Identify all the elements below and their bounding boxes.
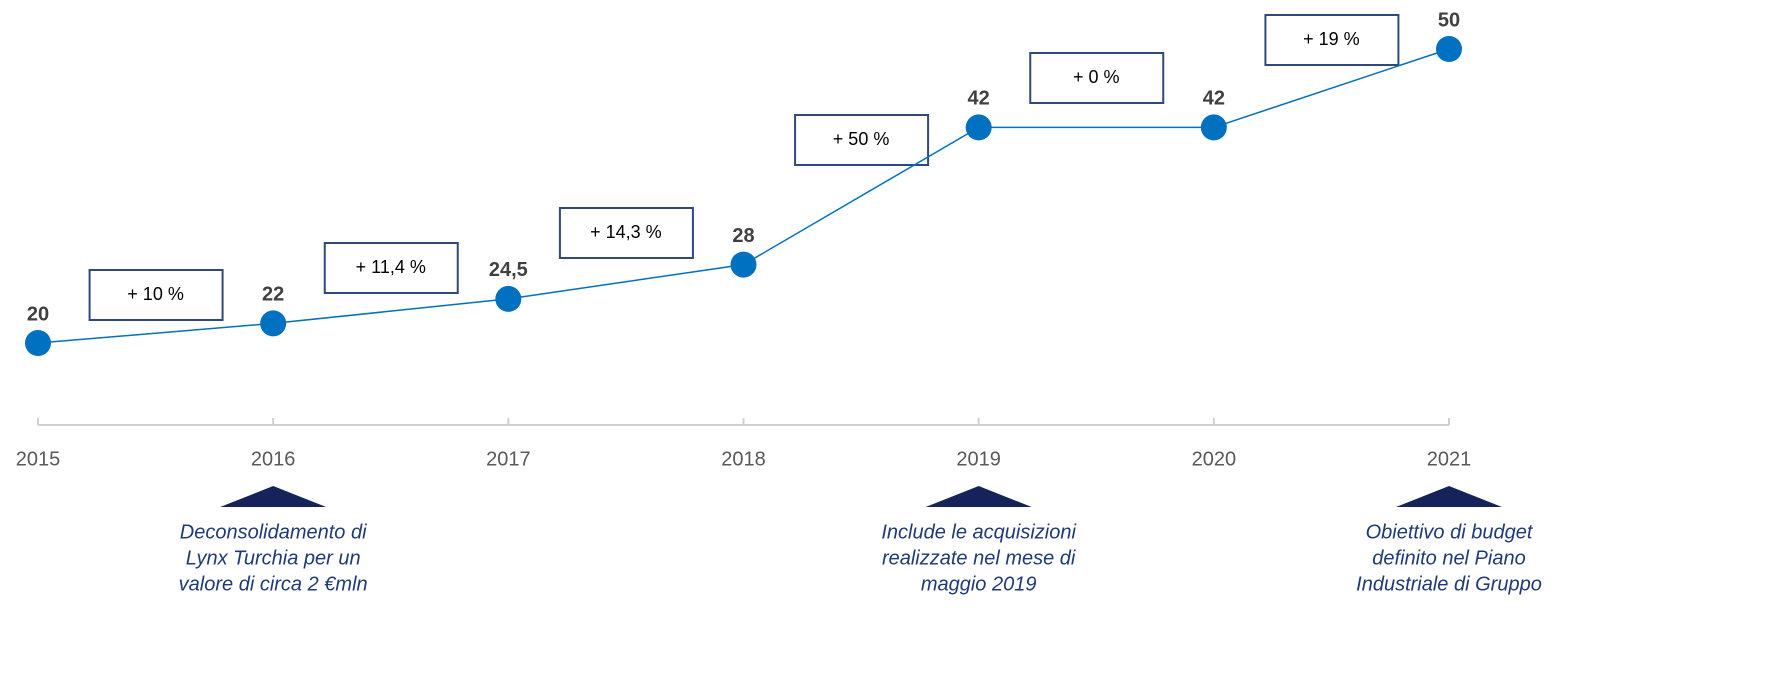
growth-label: + 19 %: [1303, 29, 1360, 49]
x-tick-label: 2017: [486, 448, 531, 470]
x-tick-label: 2018: [721, 448, 766, 470]
data-label: 50: [1438, 9, 1460, 31]
growth-label: + 50 %: [833, 129, 890, 149]
growth-label: + 11,4 %: [356, 257, 426, 277]
point: [1200, 114, 1227, 141]
note-text: Include le acquisizioni: [881, 521, 1076, 543]
note-text: realizzate nel mese di: [882, 547, 1076, 569]
growth-box: [88, 269, 224, 321]
point: [25, 330, 51, 356]
note-marker: [925, 486, 1032, 507]
growth-label: + 10 %: [127, 284, 184, 304]
growth-box: [794, 114, 930, 166]
x-tick-label: 2020: [1192, 448, 1237, 470]
data-label: 22: [262, 284, 284, 306]
growth-label: + 0 %: [1073, 67, 1120, 87]
point: [730, 251, 757, 278]
note-marker: [220, 486, 327, 507]
note-text: Lynx Turchia per un: [186, 547, 361, 569]
line: [37, 48, 1450, 344]
x-tick-label: 2016: [251, 448, 296, 470]
data-label: 42: [968, 88, 990, 110]
note-text: Obiettivo di budget: [1366, 521, 1534, 543]
note-marker: [1396, 486, 1502, 507]
point: [495, 285, 522, 312]
x-tick-label: 2019: [956, 448, 1001, 470]
data-label: 24,5: [489, 259, 528, 281]
note-text: Industriale di Gruppo: [1356, 573, 1542, 595]
x-tick-label: 2015: [16, 448, 61, 470]
note-text: valore di circa 2 €mln: [179, 573, 368, 595]
growth-box: [1029, 52, 1165, 104]
growth-box: [1264, 14, 1400, 66]
data-label: 28: [732, 225, 754, 247]
x-tick-label: 2021: [1427, 448, 1472, 470]
growth-box: [558, 207, 694, 259]
growth-label: + 14,3 %: [590, 222, 662, 242]
point: [1436, 36, 1462, 62]
data-label: 42: [1203, 88, 1225, 110]
note-text: maggio 2019: [921, 573, 1037, 595]
point: [260, 310, 287, 337]
note-text: definito nel Piano: [1372, 547, 1525, 569]
point: [965, 114, 992, 141]
data-label: 20: [27, 303, 49, 325]
note-text: Deconsolidamento di: [180, 521, 367, 543]
growth-box: [323, 242, 459, 294]
